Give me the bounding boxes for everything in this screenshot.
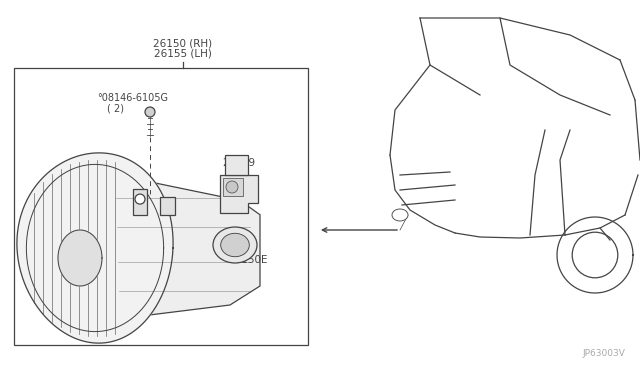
Circle shape (135, 194, 145, 204)
Bar (223, 178, 243, 196)
Text: 26150E: 26150E (228, 255, 268, 265)
Polygon shape (133, 189, 147, 215)
Circle shape (145, 107, 155, 117)
Ellipse shape (221, 233, 250, 257)
Bar (14, 68, 308, 345)
Polygon shape (17, 153, 173, 343)
Text: ( 2): ( 2) (107, 103, 124, 113)
Polygon shape (160, 197, 175, 215)
Ellipse shape (392, 209, 408, 221)
Circle shape (226, 181, 238, 193)
Text: JP63003V: JP63003V (582, 349, 625, 358)
Text: 26719: 26719 (222, 158, 255, 168)
Ellipse shape (213, 227, 257, 263)
Polygon shape (225, 155, 248, 175)
Polygon shape (220, 175, 258, 213)
Text: 26155 (LH): 26155 (LH) (154, 48, 212, 58)
Polygon shape (115, 177, 260, 319)
Text: 26150 (RH): 26150 (RH) (154, 38, 212, 48)
Polygon shape (58, 230, 102, 286)
Circle shape (572, 232, 618, 278)
Text: °08146-6105G: °08146-6105G (97, 93, 168, 103)
